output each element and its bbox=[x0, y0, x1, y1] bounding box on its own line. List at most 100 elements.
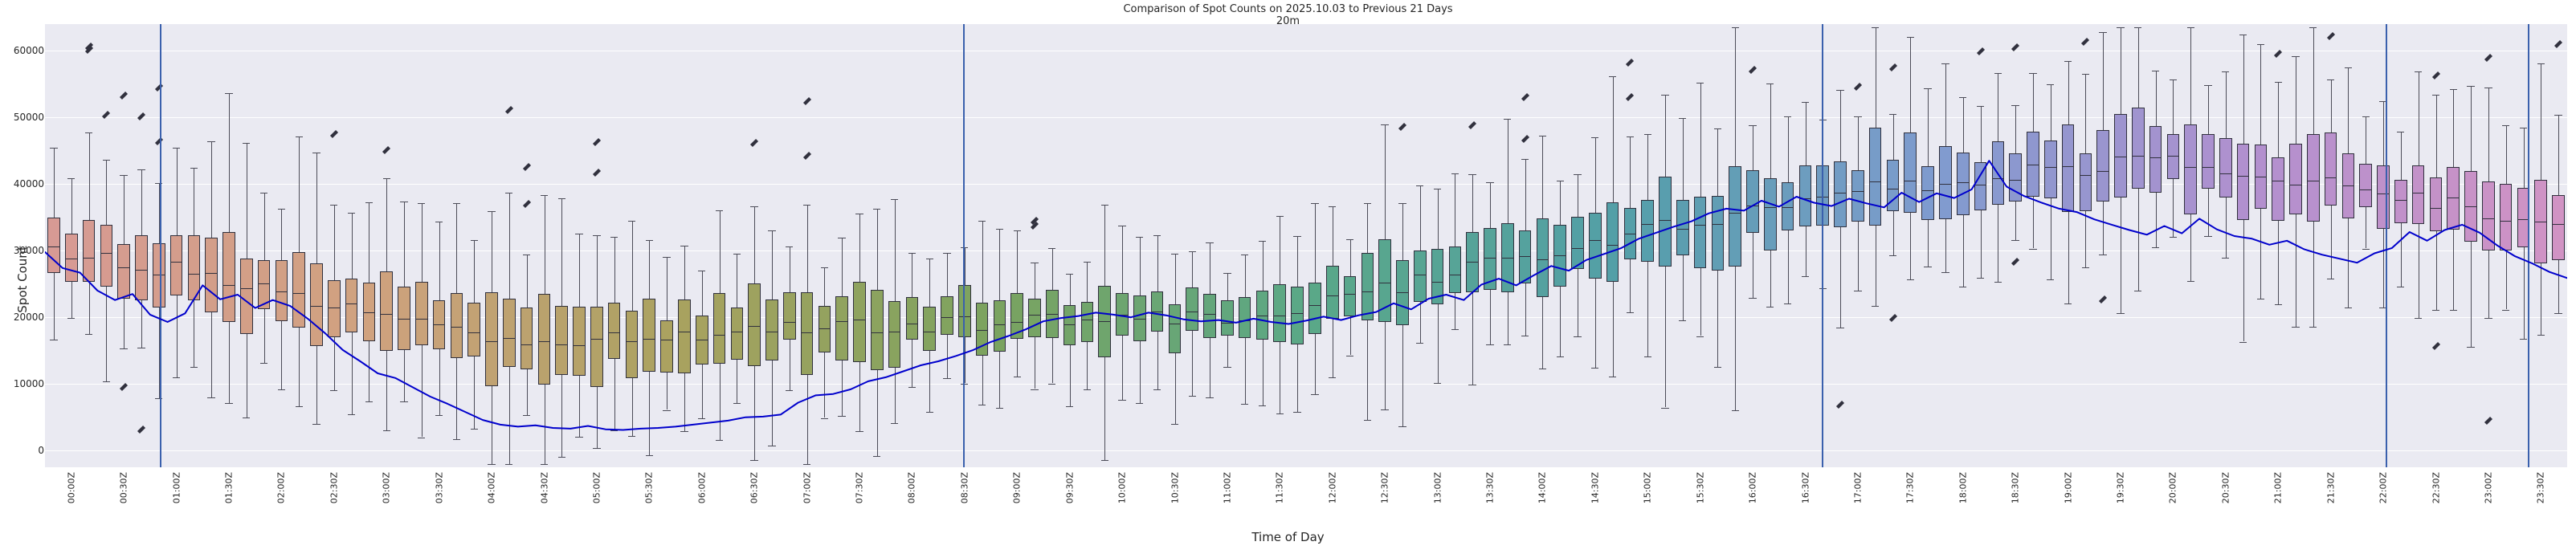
y-tick-label: 20000 bbox=[13, 312, 44, 324]
x-tick-label: 05:30Z bbox=[643, 472, 655, 504]
y-tick-label: 60000 bbox=[13, 45, 44, 57]
whisker-cap bbox=[1591, 136, 1599, 138]
x-tick-label: 20:00Z bbox=[2167, 472, 2178, 504]
gridline bbox=[45, 117, 2567, 119]
x-tick-label: 15:30Z bbox=[1695, 472, 1706, 504]
whisker-cap bbox=[627, 436, 636, 438]
box bbox=[2552, 194, 2565, 261]
whisker-cap bbox=[2064, 61, 2072, 63]
x-tick-label: 17:30Z bbox=[1904, 472, 1916, 504]
x-tick-label: 21:30Z bbox=[2325, 472, 2337, 504]
x-tick-label: 01:00Z bbox=[171, 472, 182, 504]
whisker-cap bbox=[593, 448, 601, 450]
whisker-cap bbox=[2047, 83, 2055, 85]
x-tick-label: 14:30Z bbox=[1590, 472, 1601, 504]
whisker-cap bbox=[1924, 88, 1932, 90]
x-tick-label: 06:30Z bbox=[749, 472, 760, 504]
boxplot-box bbox=[45, 24, 2567, 467]
x-tick-label: 03:30Z bbox=[434, 472, 445, 504]
event-line-pm bbox=[963, 24, 965, 467]
whisker-cap bbox=[1766, 83, 1774, 84]
x-tick-label: 13:00Z bbox=[1432, 472, 1443, 504]
whisker-cap bbox=[2379, 100, 2387, 102]
x-tick-label: 02:00Z bbox=[276, 472, 287, 504]
whisker-cap bbox=[505, 463, 513, 465]
x-tick-label: 00:30Z bbox=[118, 472, 129, 504]
whisker-cap bbox=[1941, 63, 1949, 64]
page-title: Comparison of Spot Counts on 2025.10.03 … bbox=[1123, 3, 1453, 15]
x-tick-label: 16:00Z bbox=[1747, 472, 1758, 504]
y-tick-label: 10000 bbox=[13, 378, 44, 390]
x-tick-label: 17:00Z bbox=[1852, 472, 1864, 504]
x-tick-label: 00:00Z bbox=[66, 472, 77, 504]
whisker-cap bbox=[1854, 116, 1862, 117]
median-line bbox=[2149, 157, 2162, 158]
whisker-cap bbox=[2204, 84, 2212, 86]
whisker-cap bbox=[295, 136, 303, 137]
x-tick-label: 16:30Z bbox=[1800, 472, 1811, 504]
event-line-fn bbox=[2385, 24, 2387, 467]
whisker-cap bbox=[2222, 71, 2230, 72]
whisker-cap bbox=[2292, 55, 2300, 57]
x-tick-label: 19:30Z bbox=[2115, 472, 2126, 504]
whisker-cap bbox=[84, 132, 93, 133]
x-tick-label: 06:00Z bbox=[696, 472, 708, 504]
whisker-cap bbox=[680, 431, 688, 433]
x-tick-label: 18:00Z bbox=[1958, 472, 1969, 504]
whisker-cap bbox=[2449, 88, 2457, 90]
whisker-cap bbox=[1836, 90, 1844, 92]
x-tick-label: 02:30Z bbox=[329, 472, 340, 504]
whisker-cap bbox=[645, 455, 653, 457]
x-tick-label: 14:00Z bbox=[1537, 472, 1548, 504]
event-line-jn bbox=[1821, 24, 1823, 467]
whisker-cap bbox=[1381, 124, 1389, 126]
x-tick-label: 12:00Z bbox=[1327, 472, 1338, 504]
whisker-cap bbox=[1100, 460, 1108, 461]
x-tick-label: 13:30Z bbox=[1484, 472, 1496, 504]
whisker-cap bbox=[1626, 136, 1635, 137]
x-tick-label: 20:30Z bbox=[2220, 472, 2231, 504]
x-tick-label: 11:00Z bbox=[1222, 472, 1233, 504]
whisker-cap bbox=[2117, 27, 2125, 29]
whisker-cap bbox=[2554, 114, 2562, 116]
x-tick-label: 08:30Z bbox=[959, 472, 970, 504]
whisker-cap bbox=[1783, 116, 1792, 117]
whisker-cap bbox=[1872, 27, 1880, 29]
x-tick-label: 12:30Z bbox=[1379, 472, 1390, 504]
whisker-cap bbox=[557, 457, 565, 458]
median-line bbox=[2166, 156, 2180, 157]
whisker-cap bbox=[2502, 124, 2510, 126]
whisker-cap bbox=[802, 463, 811, 465]
whisker-cap bbox=[1713, 128, 1722, 130]
y-tick-label: 0 bbox=[38, 445, 44, 457]
whisker-cap bbox=[1608, 76, 1617, 78]
whisker-cap bbox=[2099, 31, 2107, 33]
whisker-cap bbox=[750, 459, 758, 461]
x-tick-label: 09:30Z bbox=[1064, 472, 1076, 504]
whisker-cap bbox=[2344, 67, 2353, 69]
whisker-cap bbox=[488, 463, 496, 465]
whisker-cap bbox=[2186, 27, 2194, 29]
whisker-cap bbox=[2362, 116, 2370, 117]
whisker-cap bbox=[243, 143, 251, 145]
whisker-cap bbox=[1994, 73, 2002, 75]
whisker-cap bbox=[382, 430, 390, 432]
x-axis-label: Time of Day bbox=[1251, 530, 1325, 544]
x-tick-label: 03:00Z bbox=[381, 472, 392, 504]
whisker-cap bbox=[1749, 125, 1757, 127]
event-line-em bbox=[2527, 24, 2529, 467]
x-tick-label: 23:00Z bbox=[2483, 472, 2494, 504]
whisker-cap bbox=[2414, 71, 2423, 73]
whisker-cap bbox=[2274, 81, 2282, 83]
whisker-cap bbox=[2431, 95, 2440, 96]
whisker-cap bbox=[1521, 158, 1529, 160]
y-axis-label: Spot Count bbox=[15, 245, 30, 313]
x-tick-label: 21:00Z bbox=[2272, 472, 2284, 504]
x-tick-label: 23:30Z bbox=[2535, 472, 2546, 504]
whisker-cap bbox=[2326, 79, 2335, 81]
whisker-cap bbox=[2169, 79, 2178, 81]
x-tick-label: 07:00Z bbox=[802, 472, 812, 504]
y-tick-label: 40000 bbox=[13, 178, 44, 190]
whisker-cap bbox=[2011, 104, 2019, 106]
